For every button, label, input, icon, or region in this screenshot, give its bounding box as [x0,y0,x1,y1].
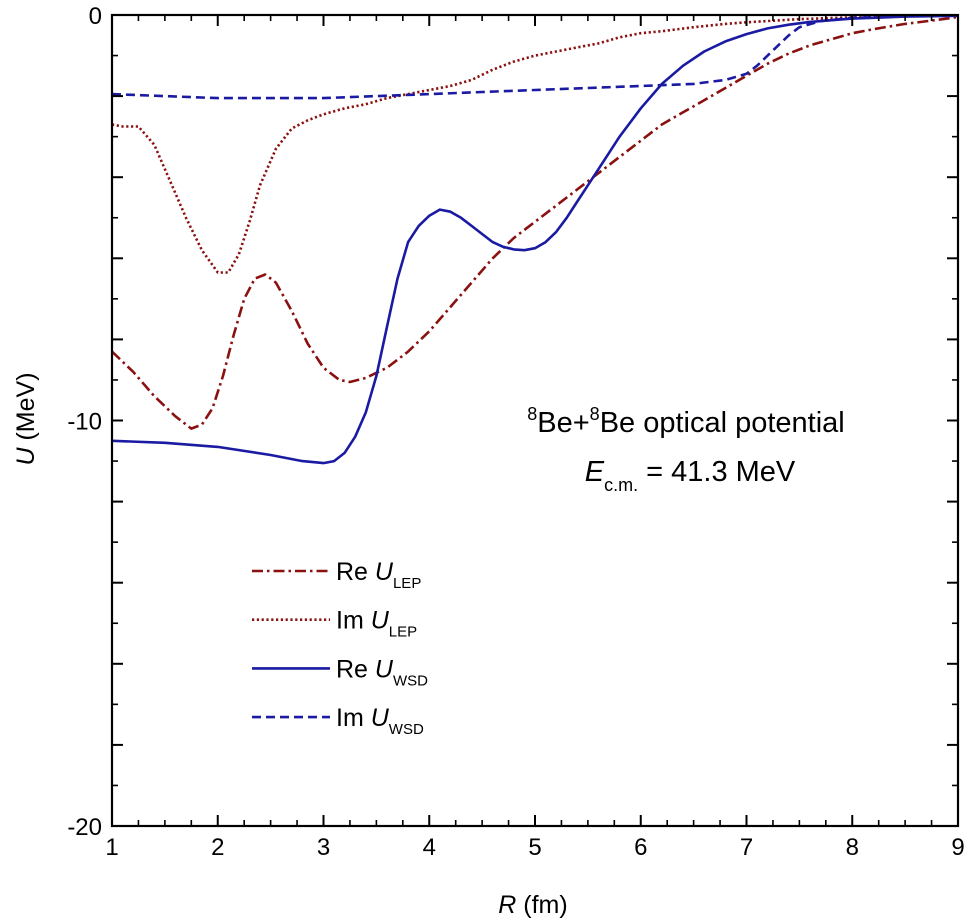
x-tick-label: 2 [211,834,224,861]
x-tick-label: 1 [105,834,118,861]
legend-label-im-lep: Im ULEP [336,607,417,641]
series-line-re-lep [111,15,959,430]
x-axis-label: R (fm) [498,891,567,919]
x-tick-label: 9 [951,834,964,861]
legend-label-re-lep: Re ULEP [336,558,421,592]
series-line-im-wsd [111,14,959,100]
plot-frame [110,13,960,828]
tick-labels-layer: 1 2 3 4 5 6 7 8 9 0 -10 -20 [67,3,964,861]
x-tick-label: 7 [740,834,753,861]
y-tick-label: -20 [67,814,102,841]
x-tick-label: 8 [846,834,859,861]
annotation-line-2: Ec.m. = 41.3 MeV [585,456,796,495]
y-tick-label: -10 [67,409,102,436]
annotation-line-1: 8Be+8Be optical potential [527,404,845,439]
y-axis-label: U (MeV) [12,372,40,465]
x-tick-label: 6 [634,834,647,861]
x-tick-label: 4 [423,834,436,861]
x-tick-label: 3 [317,834,330,861]
series-line-re-wsd [111,14,959,465]
legend: Re ULEP Im ULEP Re UWSD Im UWSD [252,558,428,738]
x-tick-label: 5 [528,834,541,861]
series-layer [111,14,959,465]
legend-label-re-wsd: Re UWSD [336,655,428,689]
y-tick-label: 0 [89,3,102,30]
legend-label-im-wsd: Im UWSD [336,704,424,738]
